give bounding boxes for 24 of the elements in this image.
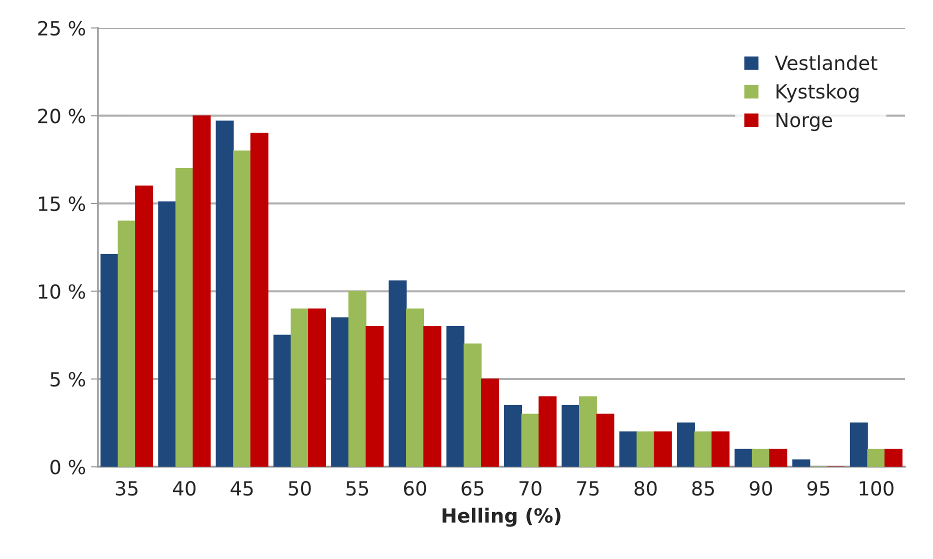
x-tick-label: 100	[860, 480, 894, 496]
legend-label: Kystskog	[776, 84, 858, 103]
legend-label: Norge	[776, 112, 832, 132]
x-tick-label: 90	[750, 480, 772, 496]
x-tick-label: 95	[807, 480, 830, 496]
x-tick-label: 35	[116, 480, 138, 496]
legend-label: Vestlandet	[774, 55, 878, 70]
x-tick-label: 70	[520, 480, 542, 496]
y-tick-label: 25 %	[38, 20, 86, 36]
x-tick-label: 65	[462, 480, 484, 496]
y-tick-label: 0 %	[50, 460, 86, 474]
x-tick-label: 50	[288, 480, 311, 496]
x-tick-label: 80	[634, 480, 657, 496]
x-tick-label: 40	[173, 480, 196, 496]
y-tick-label: 15 %	[38, 196, 86, 212]
x-axis-title: Helling (%)	[442, 508, 560, 527]
x-tick-label: 60	[404, 480, 426, 496]
x-tick-label: 85	[692, 480, 714, 496]
x-tick-label: 45	[230, 481, 253, 496]
y-tick-label: 5 %	[50, 372, 86, 387]
x-tick-label: 75	[577, 481, 599, 496]
x-tick-label: 55	[346, 481, 368, 496]
y-tick-label: 10 %	[38, 284, 86, 299]
y-tick-label: 20 %	[38, 108, 86, 124]
